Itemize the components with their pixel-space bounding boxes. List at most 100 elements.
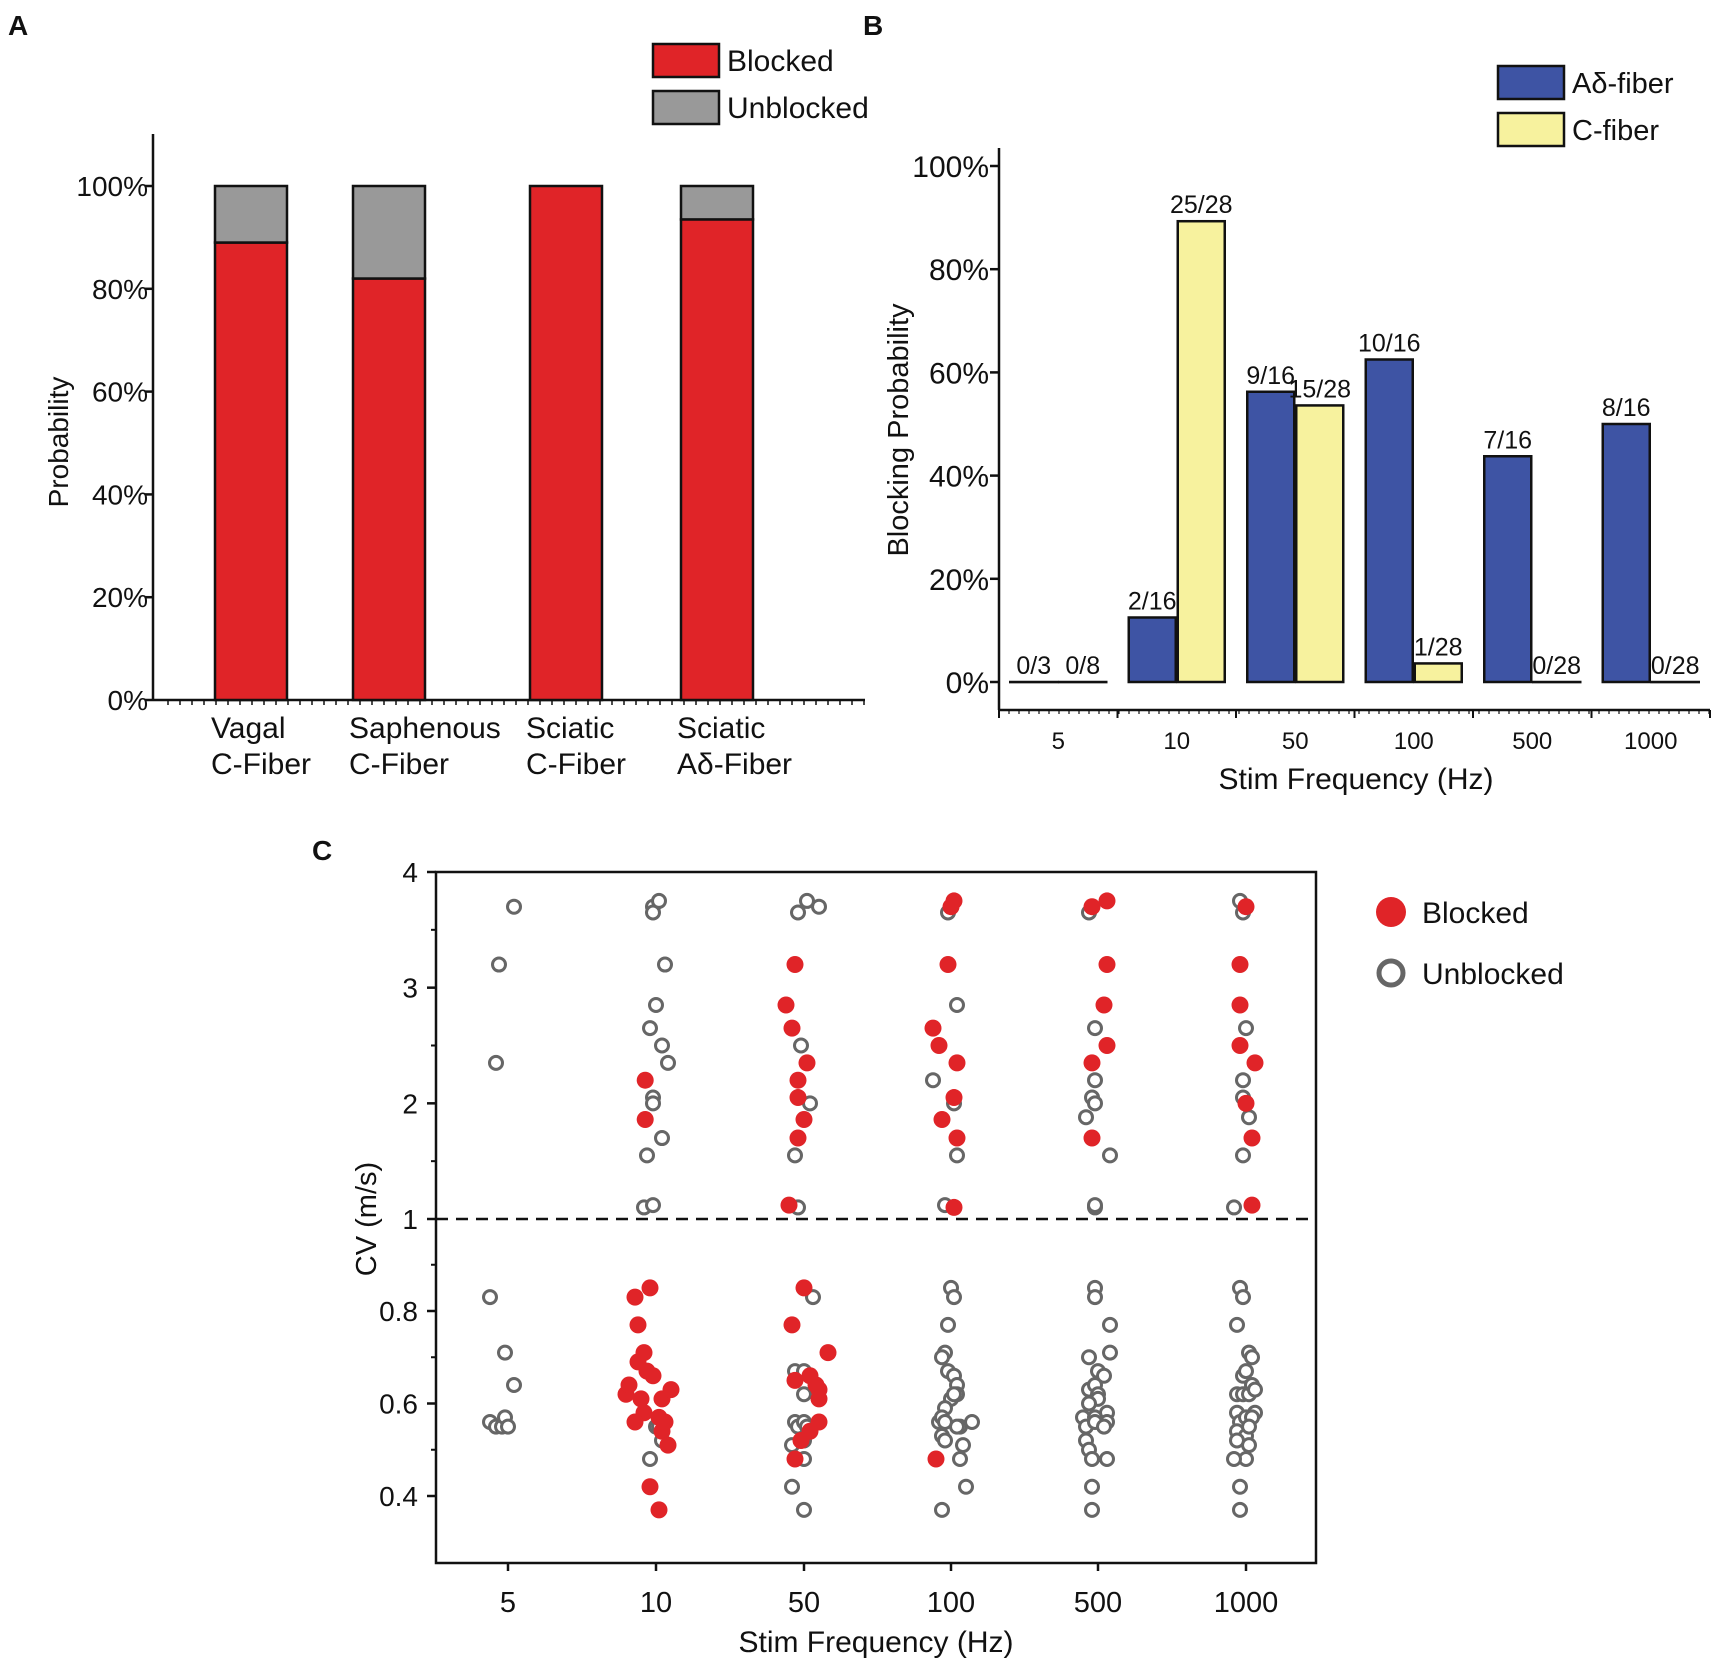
bar-value-label: 8/16 xyxy=(1602,394,1651,422)
chart-b-grouped-bar: 0% 20% 40% 60% 80% 100% Blocking Probability St… xyxy=(883,64,1711,796)
point-unblocked xyxy=(1087,1289,1103,1306)
bar-blocked-sciatic-a-fiber xyxy=(679,218,755,702)
point-unblocked xyxy=(654,1130,670,1147)
point-blocked xyxy=(1098,1037,1116,1054)
panel-label-a: A xyxy=(8,10,28,41)
y-tick-label: 80% xyxy=(929,254,989,287)
bar-value-label: 25/28 xyxy=(1170,191,1233,219)
point-blocked xyxy=(786,956,804,974)
bar-c-fiber-10 xyxy=(1176,219,1226,684)
y-axis-title: CV (m/s) xyxy=(351,1162,383,1276)
point-unblocked xyxy=(1235,1072,1251,1089)
point-blocked xyxy=(786,1450,804,1468)
bar-value-label: 0/28 xyxy=(1651,652,1700,680)
chart-a-stacked-bar: 0%20%40%60%80%100%ProbabilityVagalC-Fibe… xyxy=(43,42,869,781)
point-blocked xyxy=(1243,1196,1261,1214)
point-unblocked xyxy=(925,1072,941,1089)
point-unblocked xyxy=(1087,1020,1103,1037)
point-blocked xyxy=(783,1316,801,1334)
x-axis-title: Stim Frequency (Hz) xyxy=(738,1626,1013,1659)
point-blocked xyxy=(789,1089,807,1107)
point-blocked xyxy=(783,1019,801,1037)
y-tick-label: 0% xyxy=(946,667,989,700)
point-unblocked xyxy=(946,1386,962,1403)
legend-swatch-unblocked xyxy=(651,89,721,126)
x-tick-label: 500 xyxy=(1512,728,1552,755)
point-unblocked xyxy=(642,1451,658,1467)
y-tick-label: 1 xyxy=(402,1204,418,1235)
point-blocked xyxy=(789,1071,807,1089)
point-unblocked xyxy=(934,1349,950,1366)
point-blocked xyxy=(1083,1129,1101,1147)
legend-label-blocked: Blocked xyxy=(727,45,834,78)
x-tick-label: 100 xyxy=(1394,728,1434,755)
point-blocked xyxy=(1231,996,1249,1014)
y-tick-label: 2 xyxy=(402,1088,418,1119)
point-blocked xyxy=(650,1501,668,1519)
point-unblocked xyxy=(1081,1395,1097,1412)
point-unblocked xyxy=(1096,1418,1112,1435)
y-axis-title: Probability xyxy=(43,377,74,508)
y-tick-label: 20% xyxy=(92,582,148,613)
y-tick-label: 0.8 xyxy=(379,1296,418,1327)
bar-blocked-vagal-c-fiber xyxy=(213,241,289,702)
point-blocked xyxy=(777,996,795,1014)
point-unblocked xyxy=(1226,1451,1242,1467)
x-category-label: C-Fiber xyxy=(349,748,449,781)
point-unblocked xyxy=(648,997,664,1014)
point-unblocked xyxy=(934,1501,950,1518)
point-blocked xyxy=(1098,956,1116,974)
point-unblocked xyxy=(500,1418,516,1435)
y-tick-label: 100% xyxy=(912,151,989,184)
point-blocked xyxy=(1237,1094,1255,1112)
bar-a-fiber-500 xyxy=(1483,455,1533,684)
x-category-label: C-Fiber xyxy=(526,748,626,781)
point-blocked xyxy=(810,1390,828,1408)
point-blocked xyxy=(636,1071,654,1089)
point-unblocked xyxy=(1096,1367,1112,1384)
bar-c-fiber-50 xyxy=(1295,404,1345,684)
point-blocked xyxy=(662,1381,680,1399)
y-tick-label: 40% xyxy=(929,461,989,494)
point-unblocked xyxy=(952,1451,968,1467)
point-blocked xyxy=(1098,892,1116,910)
bar-c-fiber-100 xyxy=(1413,662,1463,684)
point-blocked xyxy=(641,1279,659,1297)
point-blocked xyxy=(795,1279,813,1297)
y-tick-label: 40% xyxy=(92,479,148,510)
point-unblocked xyxy=(811,898,827,915)
legend-label-c-fiber: C-fiber xyxy=(1572,115,1659,147)
x-tick-label: 10 xyxy=(640,1587,672,1619)
point-blocked xyxy=(626,1413,644,1431)
point-blocked xyxy=(629,1316,647,1334)
point-unblocked xyxy=(1241,1418,1257,1435)
point-unblocked xyxy=(645,1197,661,1214)
point-blocked xyxy=(653,1422,671,1440)
point-unblocked xyxy=(506,1377,522,1393)
point-unblocked xyxy=(1241,1437,1257,1454)
x-tick-label: 50 xyxy=(1282,728,1309,755)
bar-a-fiber-10 xyxy=(1127,616,1177,684)
point-blocked xyxy=(819,1344,837,1362)
point-unblocked xyxy=(1235,1147,1251,1164)
legend-label-a-fiber: Aδ-fiber xyxy=(1572,68,1674,100)
point-unblocked xyxy=(1084,1451,1100,1467)
point-unblocked xyxy=(946,1289,962,1306)
y-tick-label: 80% xyxy=(92,274,148,305)
point-blocked xyxy=(945,1089,963,1107)
y-tick-label: 3 xyxy=(402,973,418,1004)
x-category-label: Aδ-Fiber xyxy=(677,748,792,781)
point-blocked xyxy=(792,1432,810,1449)
point-blocked xyxy=(789,1129,807,1147)
bar-value-label: 15/28 xyxy=(1288,375,1351,403)
point-blocked xyxy=(924,1019,942,1037)
legend-swatch-c-fiber xyxy=(1496,111,1566,148)
plot-frame xyxy=(434,870,1318,1565)
legend-label-unblocked: Unblocked xyxy=(727,92,869,125)
y-tick-label: 0.6 xyxy=(379,1389,418,1420)
point-unblocked xyxy=(955,1437,971,1454)
point-blocked xyxy=(1243,1129,1261,1147)
point-unblocked xyxy=(1087,1072,1103,1089)
point-unblocked xyxy=(1226,1199,1242,1216)
point-unblocked xyxy=(1232,1501,1248,1518)
